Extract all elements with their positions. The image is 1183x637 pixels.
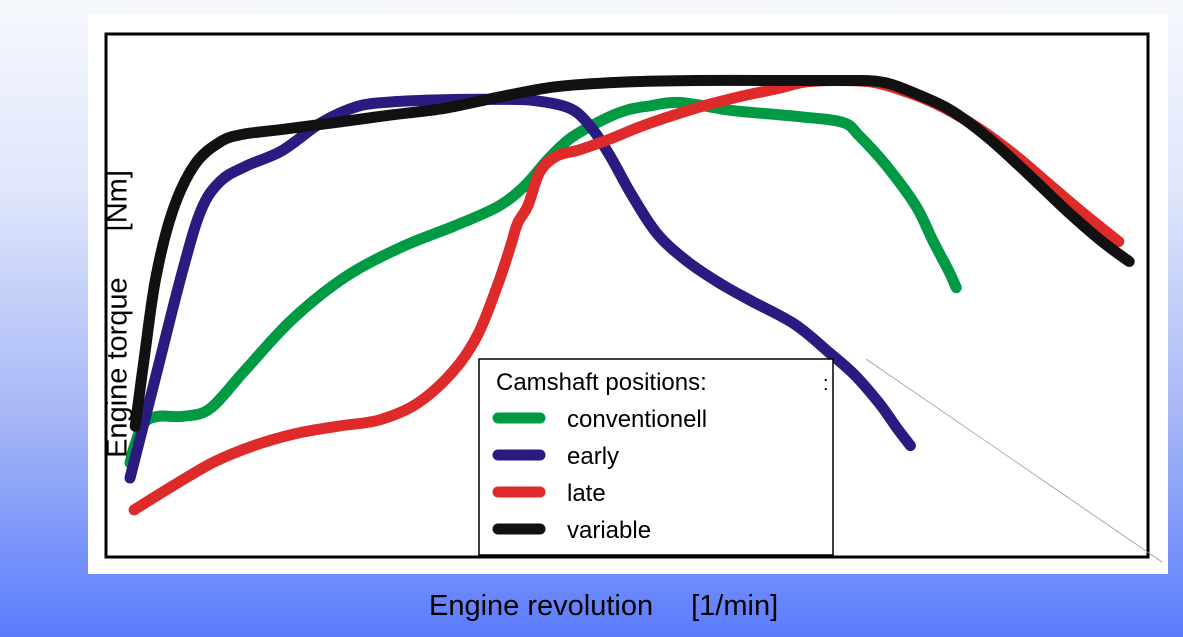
legend-label-variable: variable — [567, 517, 651, 544]
legend: Camshaft positions: : conventionell early… — [478, 358, 834, 556]
y-axis-title: Engine torque — [101, 277, 134, 458]
series-line-conventionell — [124, 96, 962, 469]
torque-chart: Camshaft positions: : conventionell early… — [104, 32, 1163, 563]
y-axis-label: Engine torque [Nm] — [102, 170, 135, 458]
series-layer — [124, 74, 1135, 516]
series-line-variable — [129, 74, 1135, 432]
x-axis-title: Engine revolution — [429, 590, 654, 622]
legend-dots: : — [823, 373, 829, 395]
chart-panel: Camshaft positions: : conventionell early… — [88, 14, 1168, 574]
legend-title: Camshaft positions: — [496, 369, 707, 396]
legend-items: conventionell early late variable — [492, 406, 707, 544]
legend-label-early: early — [567, 443, 619, 470]
x-axis-label: Engine revolution [1/min] — [429, 590, 778, 623]
legend-label-late: late — [567, 480, 606, 507]
y-axis-unit: [Nm] — [101, 170, 134, 232]
slide-decor-line — [865, 358, 1163, 563]
x-axis-unit: [1/min] — [691, 590, 779, 622]
legend-label-conventionell: conventionell — [567, 406, 707, 433]
series-line-early — [124, 93, 916, 484]
